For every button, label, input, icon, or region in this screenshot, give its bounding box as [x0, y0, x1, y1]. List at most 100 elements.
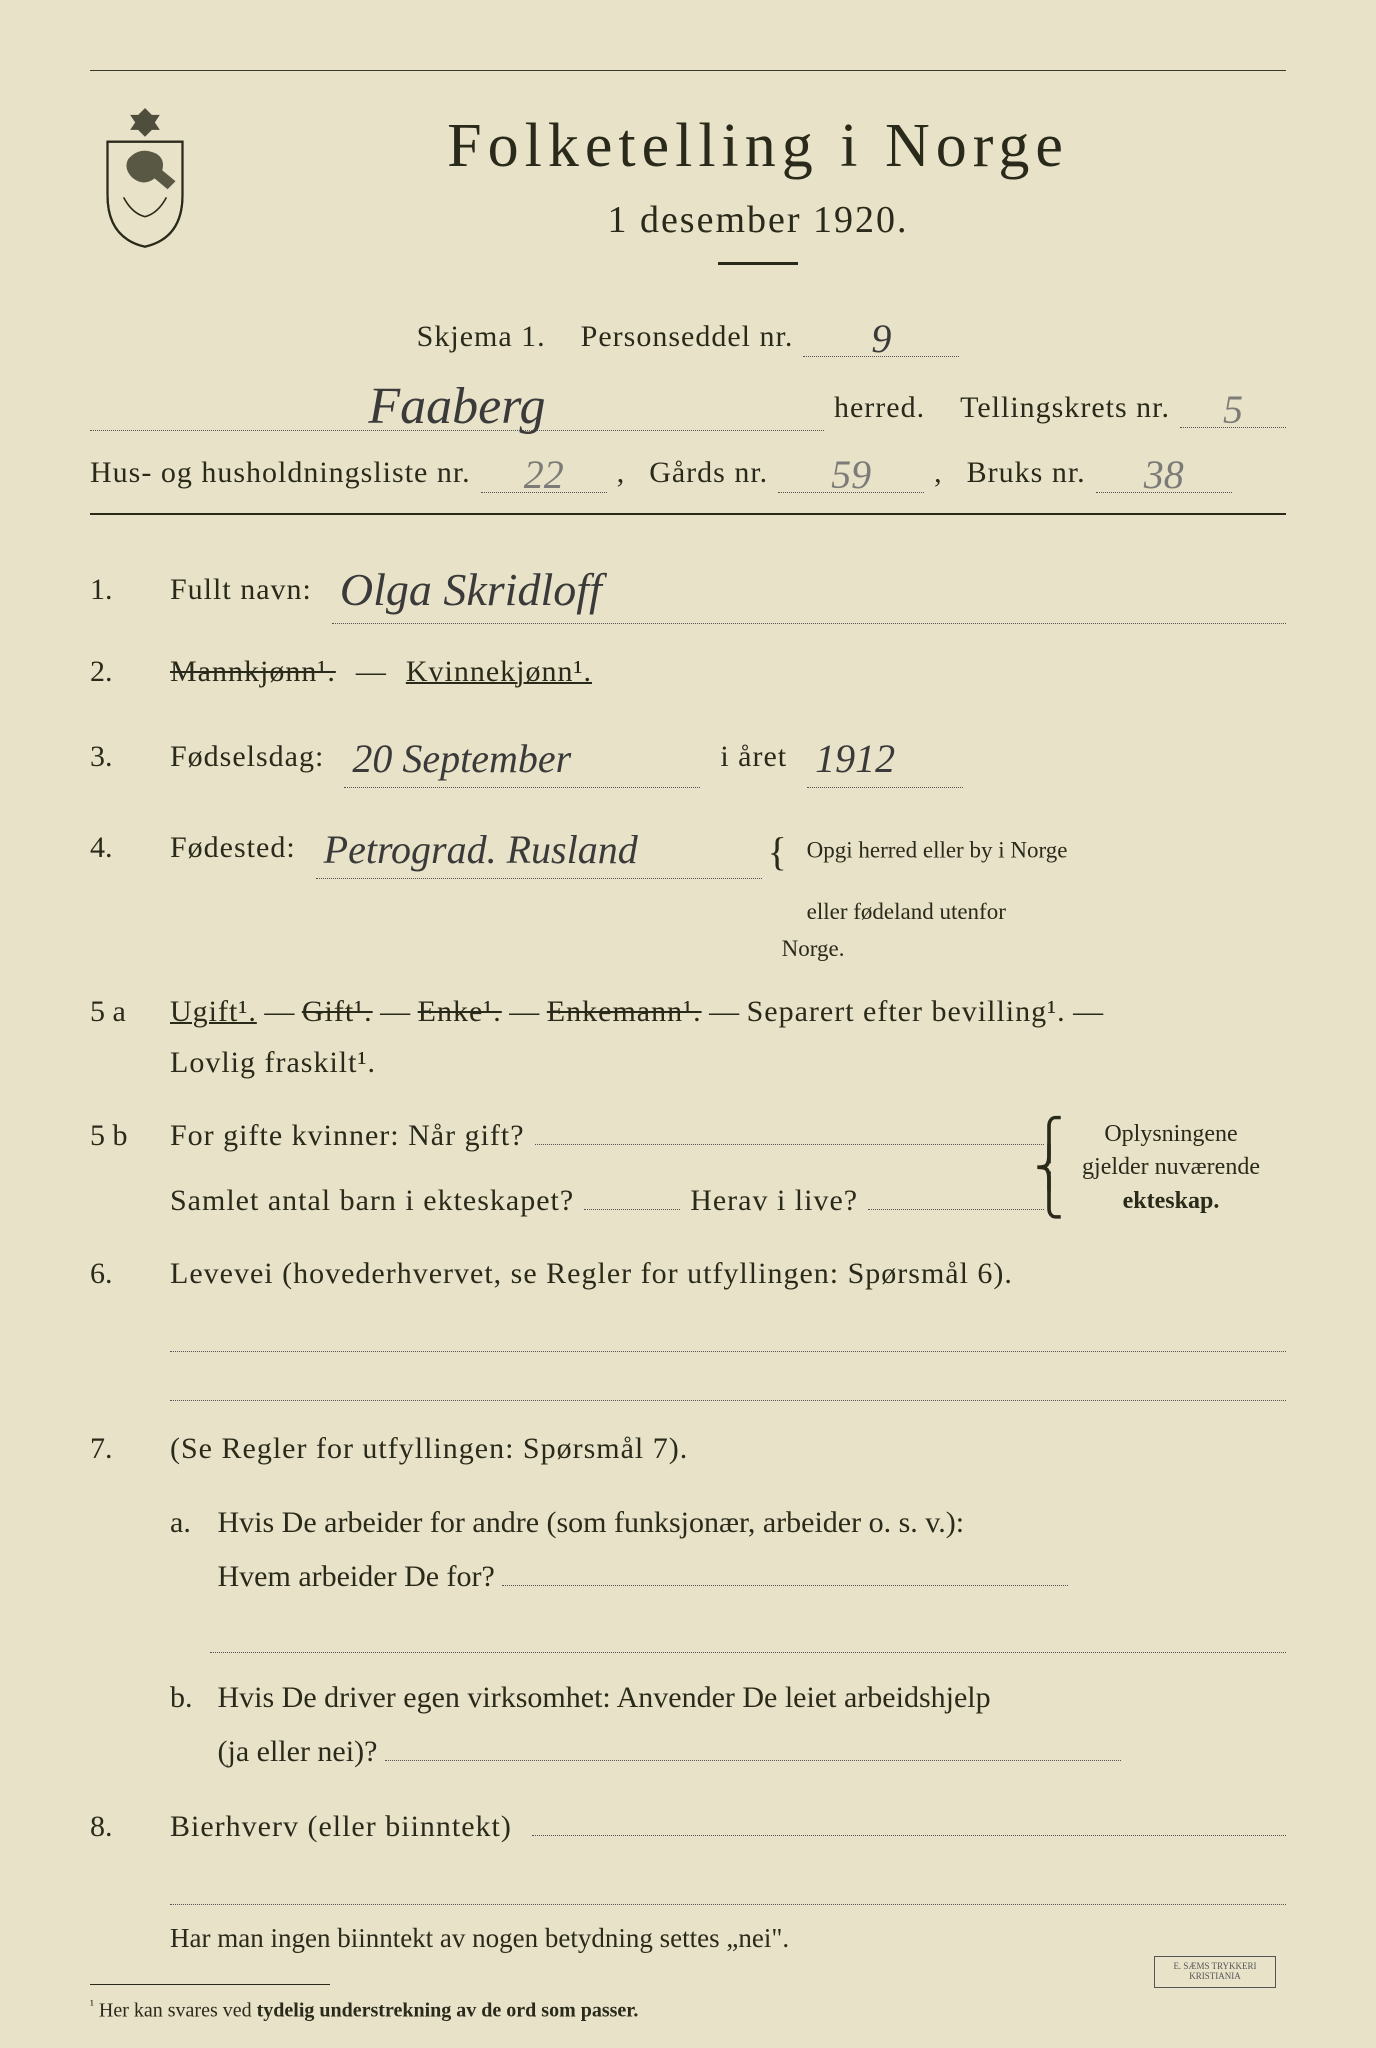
question-7: 7. (Se Regler for utfyllingen: Spørsmål … [90, 1423, 1286, 1474]
q7b-label: b. [170, 1671, 210, 1725]
q4-num: 4. [90, 822, 150, 873]
q5a-body: Ugift¹. — Gift¹. — Enke¹. — Enkemann¹. —… [170, 986, 1286, 1088]
question-4: 4. Fødested: Petrograd. Rusland { Opgi h… [90, 810, 1286, 964]
coat-of-arms-icon [90, 101, 200, 251]
footnote: ¹ Her kan svares ved tydelig understrekn… [90, 1997, 1286, 2023]
herred-value: Faaberg [368, 378, 545, 435]
question-5b: 5 b For gifte kvinner: Når gift? Samlet … [90, 1110, 1286, 1226]
q5b-l2b-field [868, 1209, 1044, 1210]
q7a-label: a. [170, 1496, 210, 1550]
q3-year-value: 1912 [815, 736, 895, 781]
gards-label: Gårds nr. [649, 456, 768, 490]
meta-block: Skjema 1. Personseddel nr. 9 Faaberg her… [90, 309, 1286, 493]
q5b-note-l3: ekteskap. [1123, 1188, 1220, 1214]
personseddel-label: Personseddel nr. [581, 320, 794, 354]
q5b-l1-field [535, 1144, 1044, 1145]
q6-line-1 [170, 1321, 1286, 1352]
question-6: 6. Levevei (hovederhvervet, se Regler fo… [90, 1248, 1286, 1299]
q7a-text1: Hvis De arbeider for andre (som funksjon… [218, 1506, 965, 1539]
q5b-body: For gifte kvinner: Når gift? Samlet anta… [170, 1110, 1286, 1226]
question-7a: a. Hvis De arbeider for andre (som funks… [170, 1496, 1286, 1604]
q3-day-field: 20 September [344, 719, 700, 788]
q5a-num: 5 a [90, 986, 150, 1037]
q6-line-2 [170, 1370, 1286, 1401]
question-7b: b. Hvis De driver egen virksomhet: Anven… [170, 1671, 1286, 1779]
q3-day-value: 20 September [352, 736, 571, 781]
q5a-enkemann: Enkemann¹. [547, 995, 702, 1028]
q2-dash: — [356, 646, 386, 697]
printer-stamp: E. SÆMS TRYKKERI KRISTIANIA [1154, 1956, 1276, 1988]
herred-label: herred. [834, 391, 925, 425]
q3-year-field: 1912 [807, 719, 963, 788]
q4-note-l2: eller fødeland utenfor Norge. [782, 899, 1006, 961]
q1-field: Olga Skridloff [332, 545, 1286, 624]
q5b-note: ⎨ Oplysningene gjelder nuværende ekteska… [1056, 1118, 1286, 1219]
census-form-page: Folketelling i Norge 1 desember 1920. Sk… [0, 0, 1376, 2048]
q4-field: Petrograd. Rusland [316, 810, 762, 879]
meta-line-1: Skjema 1. Personseddel nr. 9 [90, 309, 1286, 357]
q3-label: Fødselsdag: [170, 731, 324, 782]
q5b-num: 5 b [90, 1110, 150, 1161]
tail-note: Har man ingen biinntekt av nogen betydni… [170, 1923, 1286, 1954]
q7b-text2: (ja eller nei)? [218, 1735, 378, 1768]
q4-label: Fødested: [170, 822, 296, 873]
q7a-line [210, 1622, 1286, 1653]
tellingskrets-nr-field: 5 [1180, 380, 1286, 428]
tellingskrets-nr-value: 5 [1223, 387, 1243, 432]
footnote-separator [90, 1984, 330, 1985]
q7b-field [385, 1760, 1121, 1761]
q5a-lovlig: Lovlig fraskilt¹. [170, 1046, 376, 1079]
q5b-left: For gifte kvinner: Når gift? Samlet anta… [170, 1110, 1044, 1226]
q8-line [170, 1874, 1286, 1905]
q3-year-label: i året [720, 731, 787, 782]
q2-num: 2. [90, 646, 150, 697]
footnote-text-b: tydelig understrekning av de ord som pas… [257, 2000, 639, 2022]
q5a-separert: Separert efter bevilling¹. [747, 995, 1066, 1028]
q8-label: Bierhverv (eller biinntekt) [170, 1801, 512, 1852]
bruks-nr-value: 38 [1144, 452, 1184, 497]
q2-mann: Mannkjønn¹. [170, 646, 336, 697]
q7b-text1: Hvis De driver egen virksomhet: Anvender… [218, 1681, 991, 1714]
q4-value: Petrograd. Rusland [324, 827, 638, 872]
hushold-nr-field: 22 [481, 445, 607, 493]
q7-num: 7. [90, 1423, 150, 1474]
question-5a: 5 a Ugift¹. — Gift¹. — Enke¹. — Enkemann… [90, 986, 1286, 1088]
q1-value: Olga Skridloff [340, 564, 602, 615]
title-divider [718, 262, 798, 265]
q5b-l2a-field [584, 1209, 680, 1210]
personseddel-nr-value: 9 [871, 316, 891, 361]
tellingskrets-label: Tellingskrets nr. [960, 391, 1170, 425]
question-1: 1. Fullt navn: Olga Skridloff [90, 545, 1286, 624]
question-3: 3. Fødselsdag: 20 September i året 1912 [90, 719, 1286, 788]
hushold-nr-value: 22 [524, 452, 564, 497]
q5b-l2b-label: Herav i live? [690, 1175, 858, 1226]
title-block: Folketelling i Norge 1 desember 1920. [230, 101, 1286, 295]
q1-num: 1. [90, 564, 150, 615]
form-inner: Folketelling i Norge 1 desember 1920. Sk… [90, 70, 1286, 2023]
q5b-l2a-label: Samlet antal barn i ekteskapet? [170, 1175, 574, 1226]
q5a-gift: Gift¹. [302, 995, 373, 1028]
meta-line-3: Hus- og husholdningsliste nr. 22 , Gårds… [90, 445, 1286, 493]
meta-line-2: Faaberg herred. Tellingskrets nr. 5 [90, 371, 1286, 431]
q3-num: 3. [90, 731, 150, 782]
q6-label: Levevei (hovederhvervet, se Regler for u… [170, 1248, 1013, 1299]
gards-nr-value: 59 [831, 452, 871, 497]
q5a-enke: Enke¹. [418, 995, 502, 1028]
q1-label: Fullt navn: [170, 564, 312, 615]
hushold-label: Hus- og husholdningsliste nr. [90, 456, 471, 490]
q8-num: 8. [90, 1801, 150, 1852]
footnote-text-a: Her kan svares ved [99, 2000, 257, 2022]
bruks-nr-field: 38 [1096, 445, 1232, 493]
question-2: 2. Mannkjønn¹. — Kvinnekjønn¹. [90, 646, 1286, 697]
gards-nr-field: 59 [778, 445, 924, 493]
q7a-field [502, 1585, 1068, 1586]
q8-field [532, 1835, 1286, 1836]
bruks-label: Bruks nr. [967, 456, 1086, 490]
skjema-label: Skjema 1. [417, 320, 546, 354]
meta-separator [90, 513, 1286, 515]
q5b-l1-label: For gifte kvinner: Når gift? [170, 1110, 525, 1161]
question-8: 8. Bierhverv (eller biinntekt) [90, 1801, 1286, 1852]
q5a-ugift: Ugift¹. [170, 995, 257, 1028]
herred-field: Faaberg [90, 371, 824, 431]
q7-label: (Se Regler for utfyllingen: Spørsmål 7). [170, 1423, 688, 1474]
